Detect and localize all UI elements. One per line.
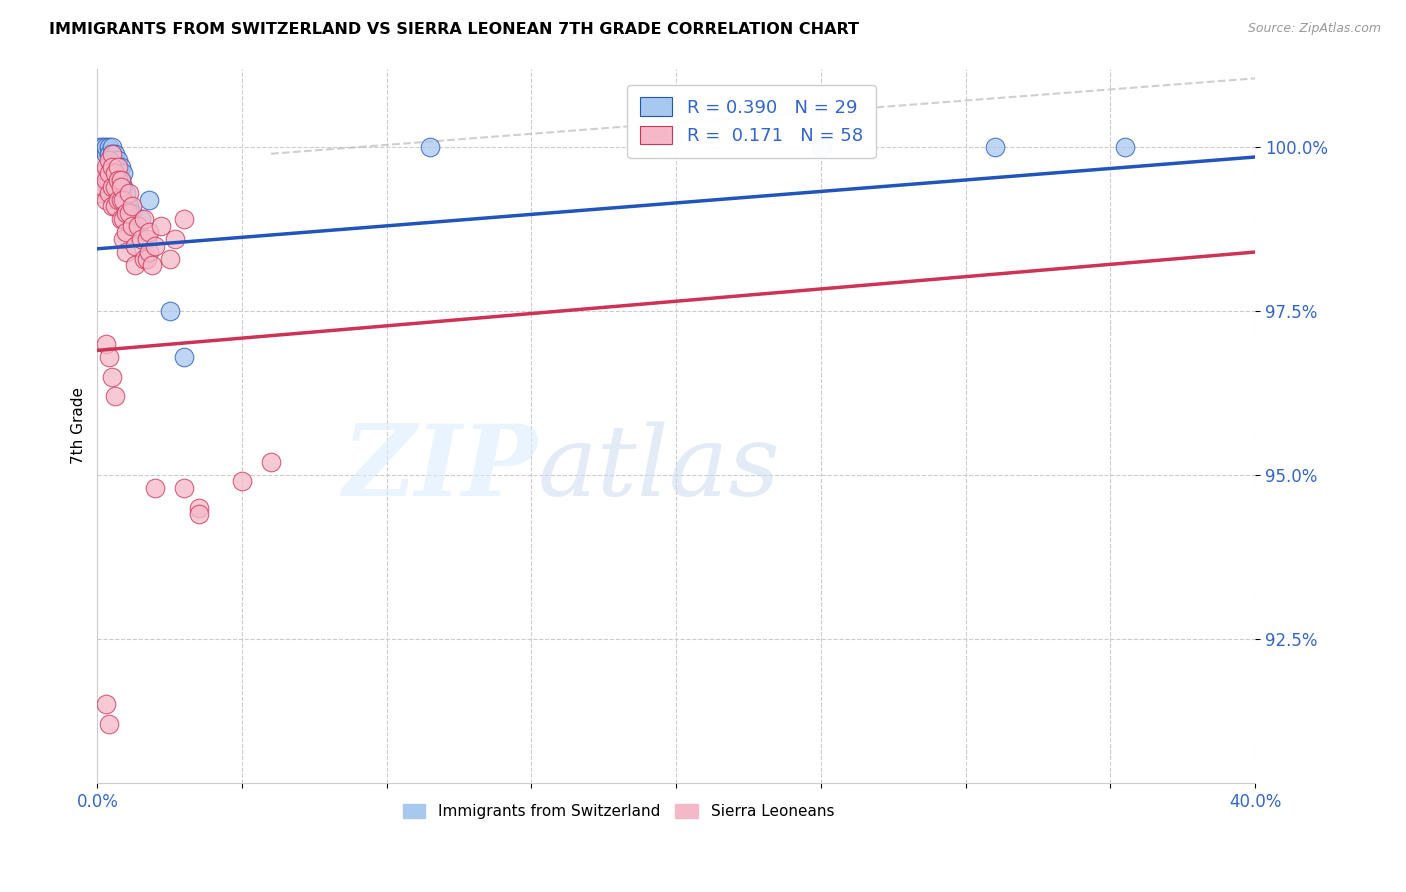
Point xyxy=(187,508,209,522)
Point xyxy=(115,245,138,260)
Point xyxy=(231,475,253,489)
Point xyxy=(110,193,132,207)
Point xyxy=(121,219,143,233)
Point xyxy=(121,205,143,219)
Point xyxy=(101,199,124,213)
Point xyxy=(138,193,160,207)
Text: atlas: atlas xyxy=(537,421,780,516)
Point xyxy=(104,179,127,194)
Point xyxy=(419,140,441,154)
Point xyxy=(104,199,127,213)
Point xyxy=(91,140,114,154)
Point xyxy=(260,455,283,469)
Point xyxy=(118,199,141,213)
Point xyxy=(104,146,127,161)
Point xyxy=(138,226,160,240)
Point xyxy=(810,140,832,154)
Point xyxy=(101,146,124,161)
Point xyxy=(97,717,120,731)
Y-axis label: 7th Grade: 7th Grade xyxy=(72,387,86,464)
Point xyxy=(115,186,138,200)
Point xyxy=(101,160,124,174)
Point xyxy=(135,252,157,266)
Point xyxy=(159,304,181,318)
Point xyxy=(132,252,155,266)
Point xyxy=(121,199,143,213)
Point xyxy=(94,160,117,174)
Point xyxy=(104,389,127,403)
Point xyxy=(91,179,114,194)
Text: IMMIGRANTS FROM SWITZERLAND VS SIERRA LEONEAN 7TH GRADE CORRELATION CHART: IMMIGRANTS FROM SWITZERLAND VS SIERRA LE… xyxy=(49,22,859,37)
Point xyxy=(173,212,195,227)
Point xyxy=(132,212,155,227)
Point xyxy=(97,350,120,364)
Point xyxy=(129,212,152,227)
Point xyxy=(112,166,135,180)
Point xyxy=(110,160,132,174)
Point xyxy=(94,336,117,351)
Point xyxy=(97,153,120,168)
Point xyxy=(141,258,163,272)
Point xyxy=(107,193,129,207)
Point xyxy=(983,140,1005,154)
Point xyxy=(101,153,124,168)
Point xyxy=(112,193,135,207)
Point xyxy=(135,232,157,246)
Point xyxy=(97,186,120,200)
Point xyxy=(187,500,209,515)
Point xyxy=(118,205,141,219)
Point xyxy=(94,173,117,187)
Point xyxy=(143,481,166,495)
Point xyxy=(110,173,132,187)
Point xyxy=(1114,140,1136,154)
Point xyxy=(94,146,117,161)
Point xyxy=(89,173,111,187)
Point xyxy=(124,258,146,272)
Point xyxy=(107,160,129,174)
Point xyxy=(115,226,138,240)
Point xyxy=(127,219,149,233)
Point xyxy=(112,179,135,194)
Point xyxy=(165,232,187,246)
Point xyxy=(97,140,120,154)
Point xyxy=(110,212,132,227)
Point xyxy=(94,140,117,154)
Point xyxy=(94,193,117,207)
Point xyxy=(143,238,166,252)
Point xyxy=(101,179,124,194)
Point xyxy=(107,153,129,168)
Point xyxy=(115,205,138,219)
Point xyxy=(159,252,181,266)
Point xyxy=(97,166,120,180)
Point xyxy=(101,140,124,154)
Point xyxy=(124,238,146,252)
Point xyxy=(107,173,129,187)
Point xyxy=(110,173,132,187)
Point xyxy=(173,350,195,364)
Point xyxy=(104,160,127,174)
Point xyxy=(129,232,152,246)
Point xyxy=(112,232,135,246)
Point xyxy=(94,698,117,712)
Point xyxy=(97,146,120,161)
Point xyxy=(89,186,111,200)
Point xyxy=(150,219,173,233)
Text: ZIP: ZIP xyxy=(342,420,537,516)
Text: Source: ZipAtlas.com: Source: ZipAtlas.com xyxy=(1247,22,1381,36)
Point xyxy=(107,166,129,180)
Point xyxy=(110,179,132,194)
Point xyxy=(118,186,141,200)
Point xyxy=(101,369,124,384)
Point xyxy=(138,245,160,260)
Point xyxy=(112,212,135,227)
Point xyxy=(101,146,124,161)
Point xyxy=(173,481,195,495)
Point xyxy=(104,153,127,168)
Point xyxy=(89,140,111,154)
Legend: Immigrants from Switzerland, Sierra Leoneans: Immigrants from Switzerland, Sierra Leon… xyxy=(396,798,841,825)
Point xyxy=(91,166,114,180)
Point xyxy=(104,166,127,180)
